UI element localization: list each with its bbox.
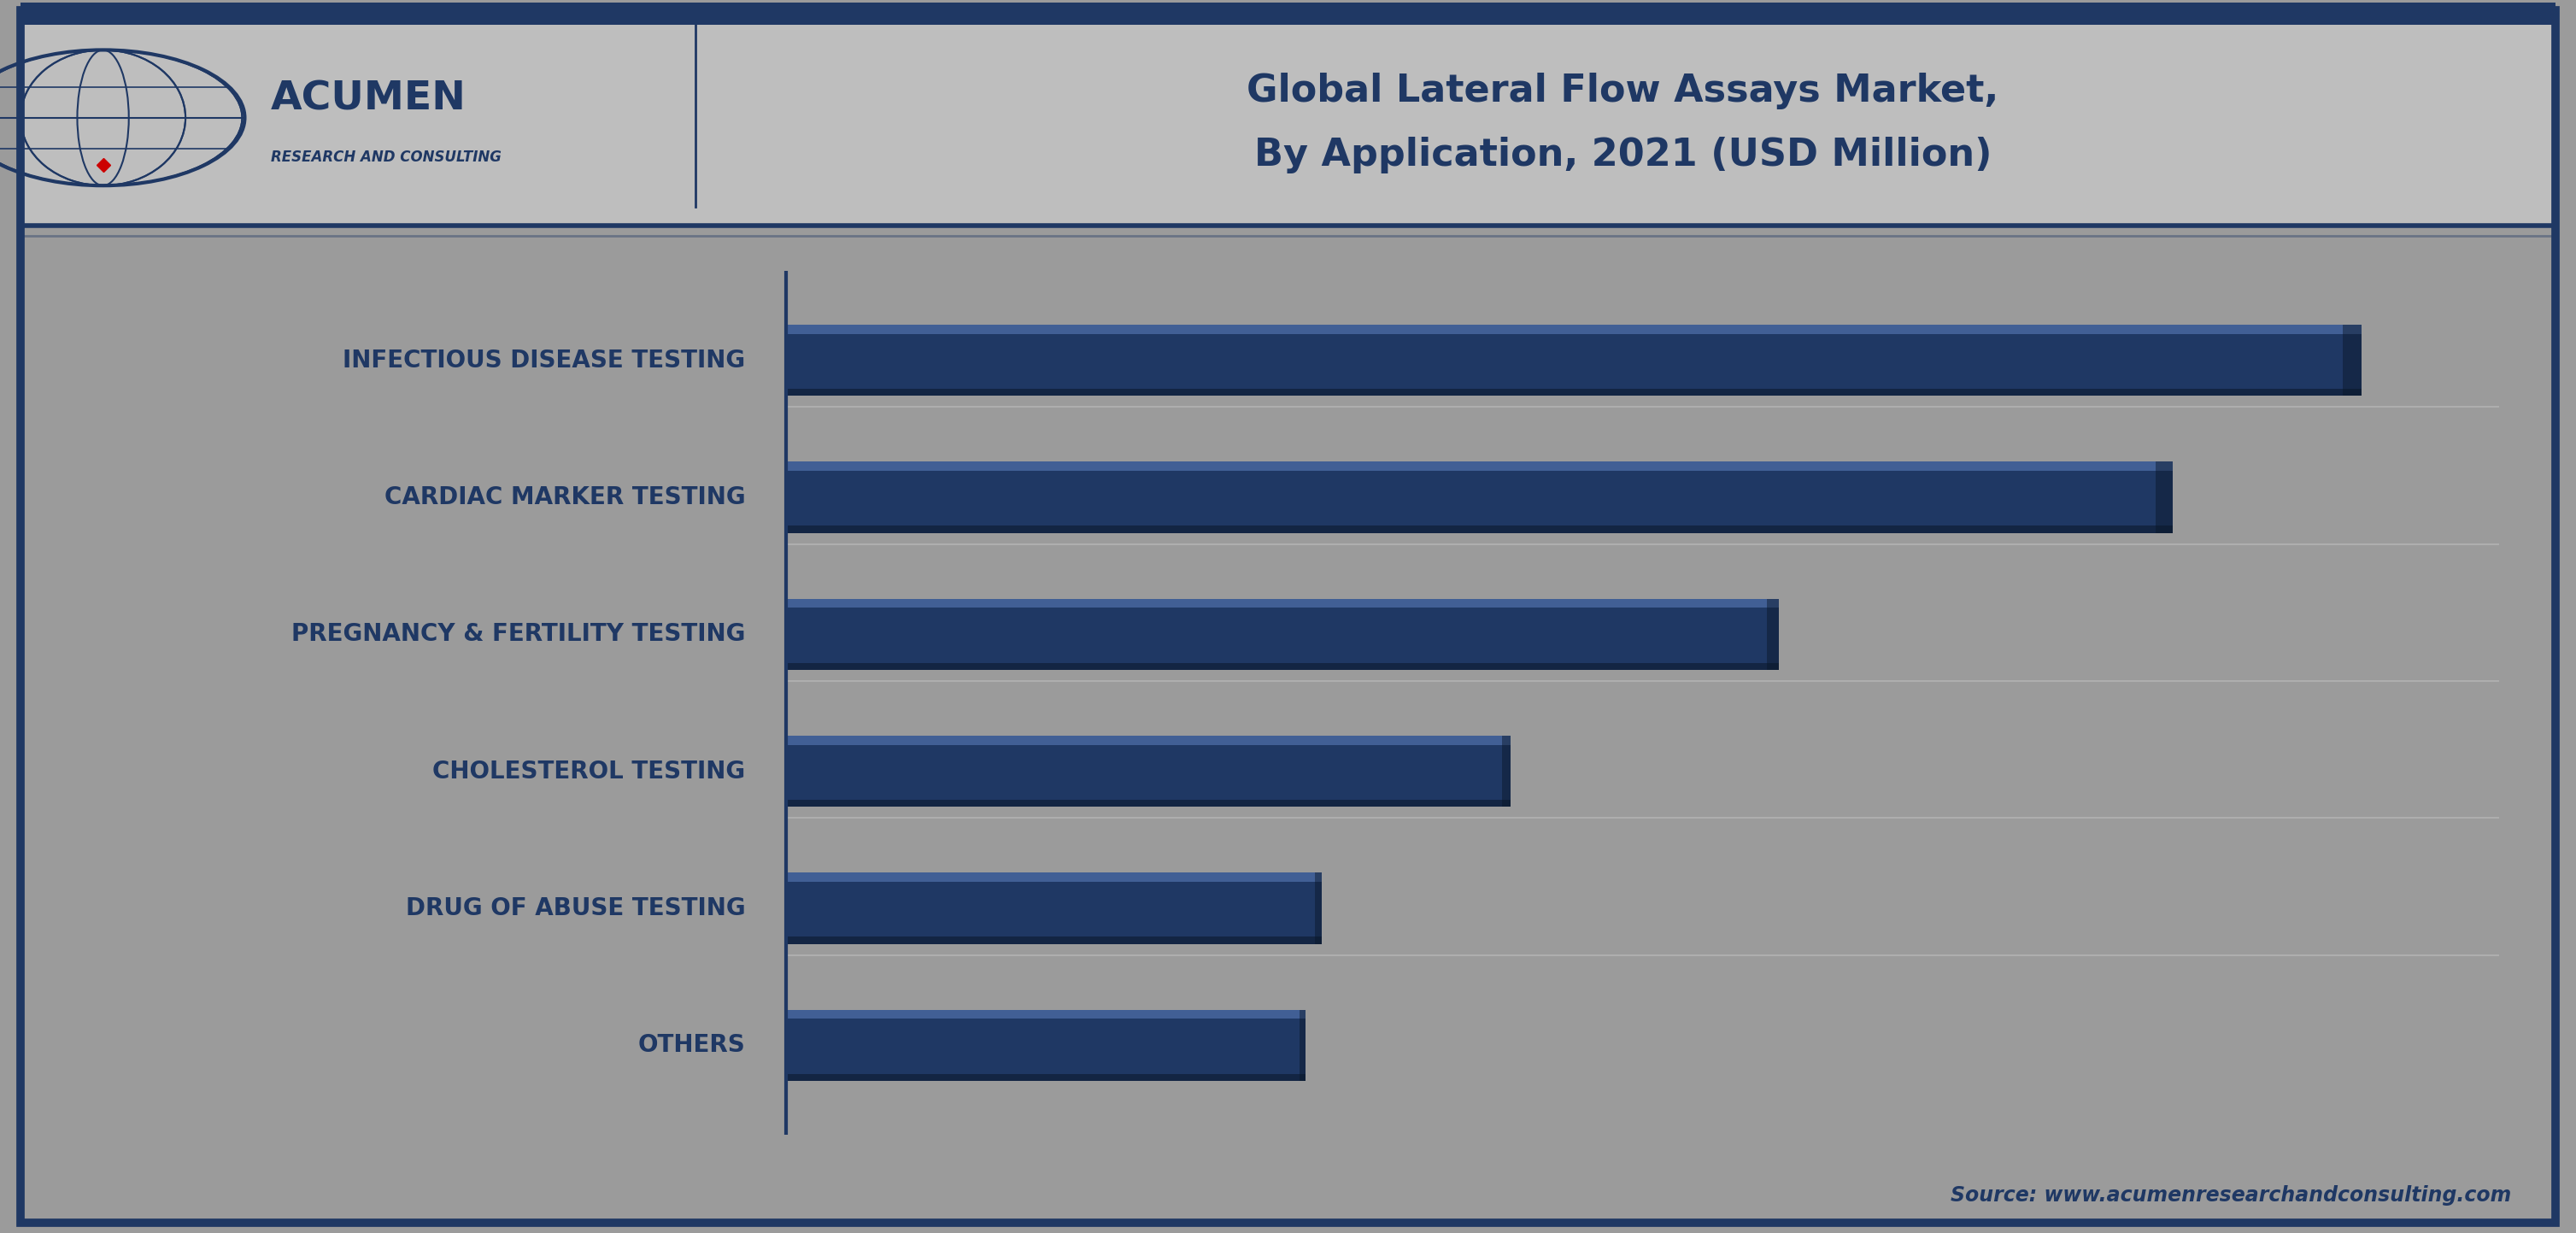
Text: Global Lateral Flow Assays Market,: Global Lateral Flow Assays Market, bbox=[1247, 73, 1999, 109]
Bar bbox=[21, 10, 2555, 226]
Bar bbox=[786, 736, 1510, 806]
Bar bbox=[786, 873, 1321, 882]
Bar bbox=[786, 324, 2362, 334]
Bar bbox=[21, 226, 2555, 1223]
Text: RESEARCH AND CONSULTING: RESEARCH AND CONSULTING bbox=[270, 149, 502, 165]
Text: Source: www.acumenresearchandconsulting.com: Source: www.acumenresearchandconsulting.… bbox=[1950, 1185, 2512, 1206]
Bar bbox=[786, 663, 1777, 670]
Bar bbox=[786, 461, 2172, 471]
Bar bbox=[786, 800, 1510, 806]
Text: PREGNANCY & FERTILITY TESTING: PREGNANCY & FERTILITY TESTING bbox=[291, 623, 744, 646]
Text: ACUMEN: ACUMEN bbox=[270, 80, 466, 118]
Text: INFECTIOUS DISEASE TESTING: INFECTIOUS DISEASE TESTING bbox=[343, 349, 744, 372]
Text: CARDIAC MARKER TESTING: CARDIAC MARKER TESTING bbox=[384, 486, 744, 509]
Bar bbox=[1298, 1010, 1306, 1081]
Bar bbox=[1502, 736, 1510, 806]
Bar bbox=[786, 388, 2362, 396]
Bar bbox=[786, 599, 1777, 608]
Text: CHOLESTEROL TESTING: CHOLESTEROL TESTING bbox=[433, 760, 744, 783]
Bar bbox=[786, 1010, 1306, 1018]
Bar bbox=[786, 525, 2172, 533]
Bar bbox=[21, 2, 2555, 25]
Bar bbox=[786, 736, 1510, 745]
Bar bbox=[786, 937, 1321, 944]
Text: OTHERS: OTHERS bbox=[639, 1033, 744, 1057]
Bar bbox=[786, 599, 1777, 670]
Bar bbox=[2342, 324, 2362, 396]
Bar bbox=[1316, 873, 1321, 944]
Bar bbox=[2156, 461, 2172, 533]
Text: By Application, 2021 (USD Million): By Application, 2021 (USD Million) bbox=[1255, 137, 1991, 173]
Bar bbox=[1767, 599, 1777, 670]
Bar bbox=[786, 324, 2362, 396]
Text: DRUG OF ABUSE TESTING: DRUG OF ABUSE TESTING bbox=[407, 896, 744, 920]
Bar bbox=[786, 873, 1321, 944]
Bar bbox=[786, 1010, 1306, 1081]
Bar bbox=[786, 1074, 1306, 1081]
Bar bbox=[786, 461, 2172, 533]
